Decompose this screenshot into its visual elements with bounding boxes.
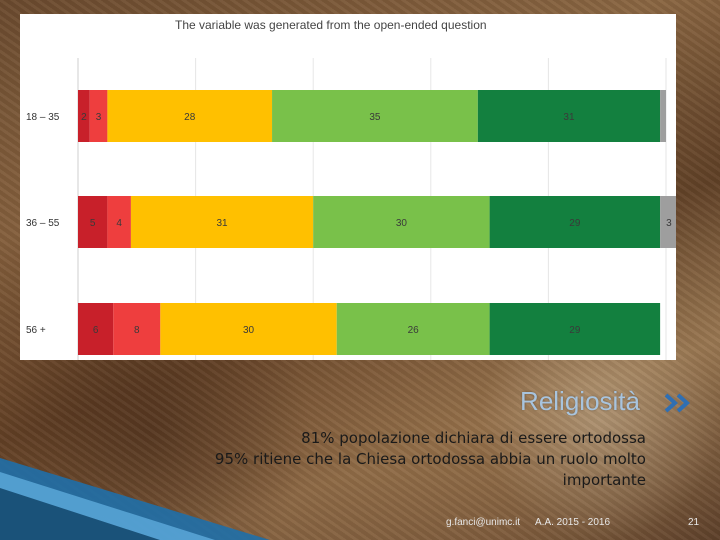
- slide-body: 81% popolazione dichiara di essere ortod…: [126, 428, 646, 491]
- bar-segment: [477, 90, 661, 142]
- bar-segment: [160, 303, 337, 355]
- bar-segment: [336, 303, 490, 355]
- data-label: 28: [184, 112, 196, 123]
- data-label: 29: [569, 218, 581, 229]
- data-label: 30: [396, 218, 408, 229]
- category-label: 56 +: [26, 325, 46, 336]
- bar-segment: [313, 196, 490, 248]
- bar-segment: [660, 90, 666, 142]
- corner-decoration: [0, 458, 270, 540]
- data-label: 6: [93, 325, 99, 336]
- data-label: 4: [116, 218, 122, 229]
- data-label: 31: [216, 218, 228, 229]
- chart-panel: 18 – 35 2 3 28 35 31 36 – 55 5 4 31 30 29 3 56 +6 8 30 2…: [20, 14, 676, 360]
- bar-segment: [78, 303, 114, 355]
- footer-email: g.fanci@unimc.it: [446, 517, 521, 528]
- data-label: 2: [81, 112, 87, 123]
- body-line-3: importante: [562, 471, 646, 489]
- bar-segment: [89, 90, 108, 142]
- data-label: 29: [569, 325, 581, 336]
- bar-segment: [272, 90, 478, 142]
- bar-segment: [489, 196, 661, 248]
- body-line-2: 95% ritiene che la Chiesa ortodossa abbi…: [214, 450, 646, 468]
- body-line-1: 81% popolazione dichiara di essere ortod…: [301, 429, 646, 447]
- data-label: 30: [243, 325, 255, 336]
- double-chevron-icon: [664, 393, 691, 413]
- bar-segment: [660, 196, 676, 248]
- data-label: 35: [369, 112, 381, 123]
- data-label: 31: [563, 112, 575, 123]
- bar-segment: [78, 196, 108, 248]
- bar-segment: [107, 196, 131, 248]
- bar-segment: [489, 303, 661, 355]
- footer-page-number: 21: [688, 517, 700, 528]
- bar-segment: [113, 303, 161, 355]
- chart-note: The variable was generated from the open…: [175, 18, 487, 32]
- slide-title: Religiosità: [520, 386, 640, 416]
- data-label: 3: [96, 112, 102, 123]
- bar-segment: [107, 90, 273, 142]
- footer-academic-year: A.A. 2015 - 2016: [535, 517, 611, 528]
- data-label: 26: [408, 325, 420, 336]
- bar-segment: [130, 196, 314, 248]
- data-label: 3: [666, 218, 672, 229]
- data-label: 8: [134, 325, 140, 336]
- data-label: 5: [90, 218, 96, 229]
- category-label: 18 – 35: [26, 112, 60, 123]
- bar-segment: [78, 90, 90, 142]
- category-label: 36 – 55: [26, 218, 60, 229]
